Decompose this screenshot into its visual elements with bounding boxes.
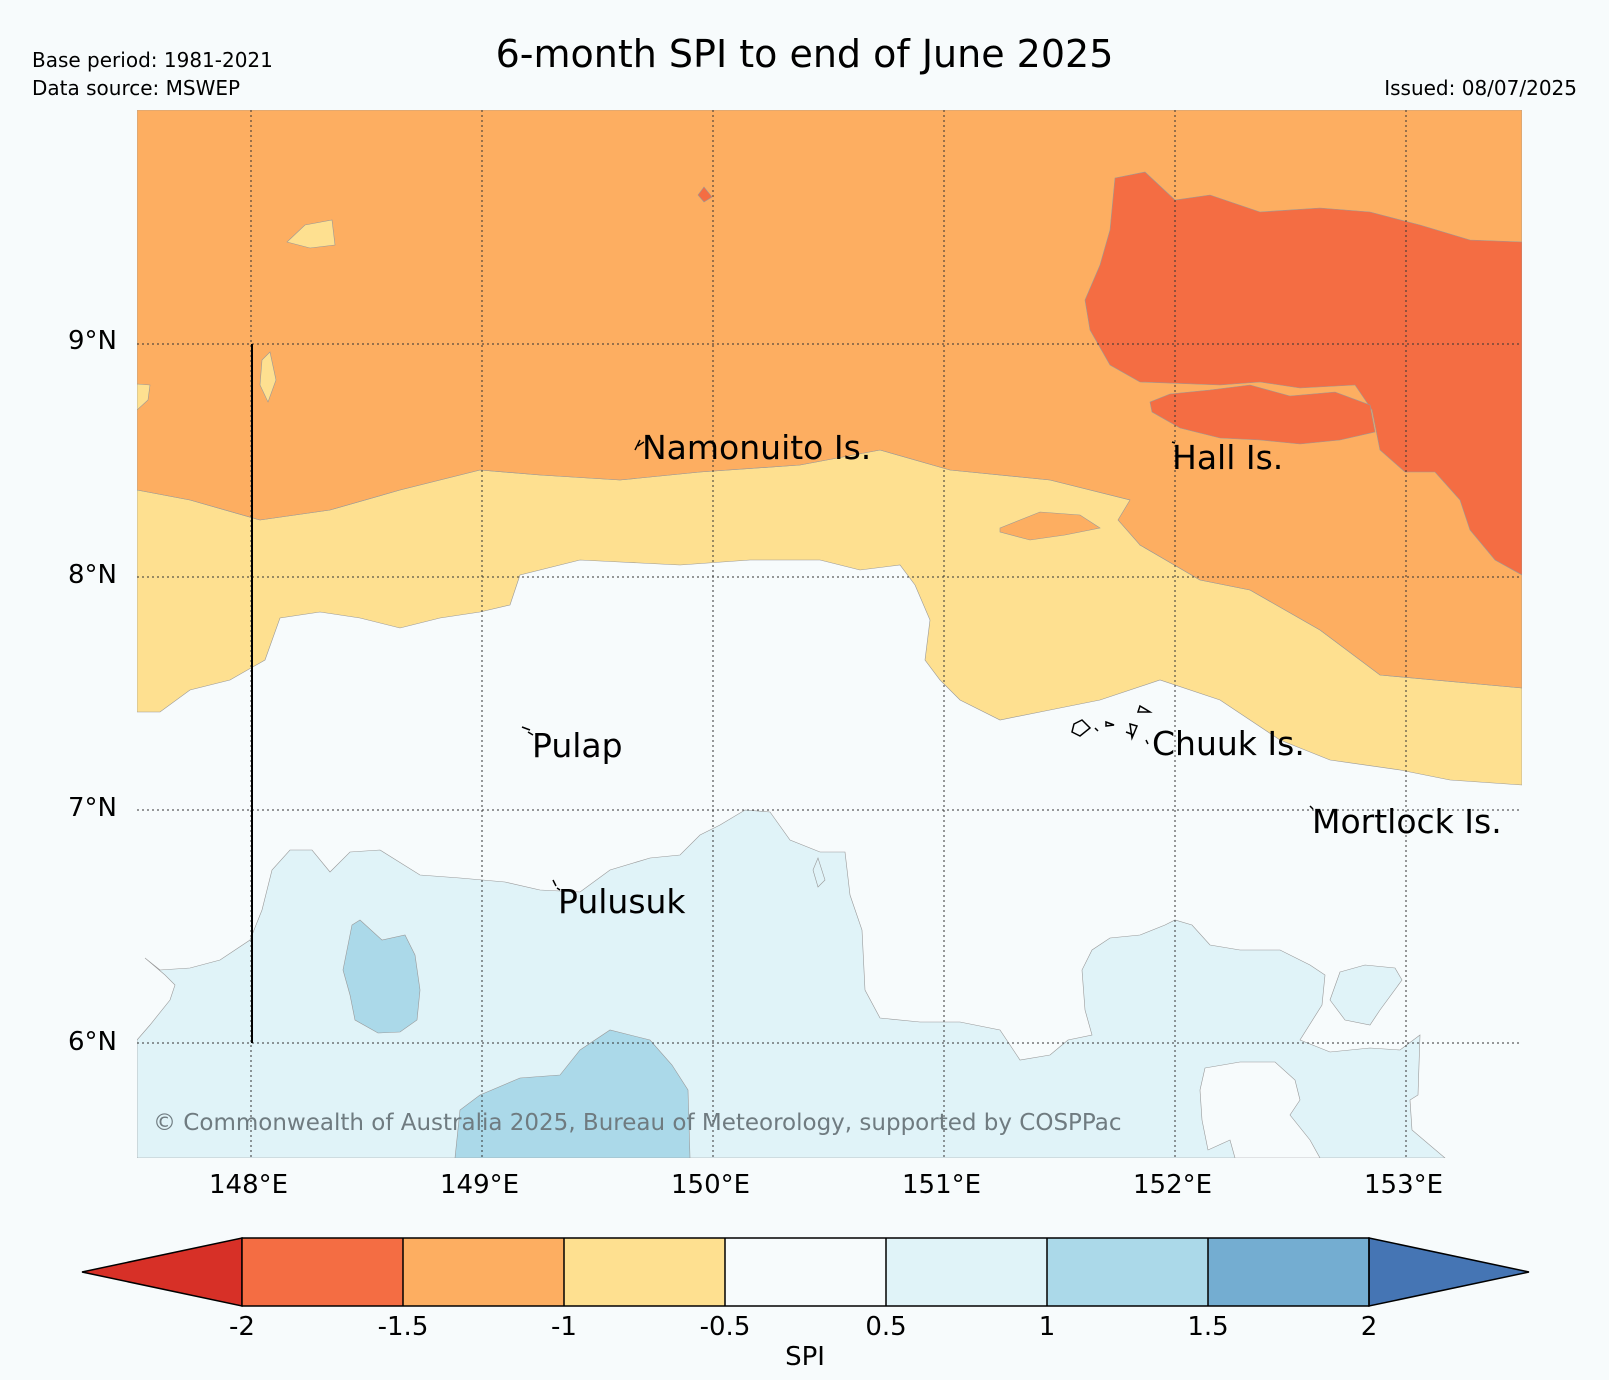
gridlines (137, 110, 1522, 1158)
lat-tick-label: 7°N (68, 793, 117, 823)
spi-zone-dry-extreme-blob (1149, 384, 1376, 445)
colorbar-extend-low (81, 1237, 243, 1307)
colorbar-tick-label: -1.5 (377, 1312, 429, 1342)
spi-zone-dry-extreme (1084, 171, 1522, 576)
colorbar-segment (725, 1238, 886, 1306)
colorbar-tick-label: 0.5 (865, 1312, 907, 1342)
island-label-namonuito: Namonuito Is. (642, 428, 872, 467)
colorbar-tick-label: 1.5 (1187, 1312, 1229, 1342)
spi-zone-wet-severe (342, 919, 421, 1034)
colorbar-outline (241, 1237, 1370, 1307)
lon-tick-label: 152°E (1133, 1170, 1213, 1200)
lon-tick-label: 149°E (440, 1170, 520, 1200)
spi-zone-wet-moderate (137, 809, 1446, 1158)
lat-tick-label: 9°N (68, 326, 117, 356)
hall-island-shape (1171, 441, 1176, 444)
data-source-text: Data source: MSWEP (32, 76, 241, 100)
map-area (137, 110, 1522, 1158)
issued-date-text: Issued: 08/07/2025 (1384, 76, 1577, 100)
pulusuk-island-shape (552, 879, 561, 891)
page-title: 6-month SPI to end of June 2025 (495, 32, 1114, 76)
lon-tick-label: 148°E (209, 1170, 289, 1200)
island-label-chuuk: Chuuk Is. (1152, 724, 1305, 763)
colorbar-extend-high (1368, 1237, 1530, 1307)
pulap-island-shape (521, 726, 534, 736)
island-label-pulap: Pulap (532, 726, 623, 765)
spi-zone-dry-extreme-dot (697, 186, 713, 203)
island-outlines (521, 439, 1314, 891)
spi-zone-wet-moderate-patch (1329, 964, 1403, 1026)
chuuk-island-shape (1071, 704, 1153, 745)
island-label-pulusuk: Pulusuk (558, 882, 686, 921)
spi-zone-wet-moderate-patch (812, 857, 826, 888)
spi-zone-dry-moderate-patch (137, 383, 151, 411)
island-label-hall: Hall Is. (1172, 438, 1284, 477)
colorbar-segment (403, 1238, 564, 1306)
colorbar-segment (564, 1238, 725, 1306)
copyright-text: © Commonwealth of Australia 2025, Bureau… (153, 1110, 1122, 1136)
lon-tick-label: 150°E (671, 1170, 751, 1200)
colorbar-tick-label: 1 (1038, 1312, 1056, 1342)
colorbar-segment (1047, 1238, 1208, 1306)
colorbar-segment (1208, 1238, 1369, 1306)
island-label-mortlock: Mortlock Is. (1312, 802, 1502, 841)
colorbar-tick-label: -2 (229, 1312, 255, 1342)
spi-zone-wet-severe (454, 1029, 691, 1158)
colorbar-segment (242, 1238, 403, 1306)
colorbar-label: SPI (785, 1342, 825, 1372)
colorbar-segment (886, 1238, 1047, 1306)
lon-tick-label: 153°E (1364, 1170, 1444, 1200)
colorbar-tick-label: -0.5 (699, 1312, 751, 1342)
colorbar-tick-label: 2 (1360, 1312, 1378, 1342)
spi-zone-near-normal-hole (1199, 1061, 1321, 1158)
lon-tick-label: 151°E (902, 1170, 982, 1200)
base-period-text: Base period: 1981-2021 (32, 48, 273, 72)
spi-zone-dry-moderate-patch (259, 351, 277, 403)
lat-tick-label: 6°N (68, 1027, 117, 1057)
spi-zone-dry-moderate-patch (286, 219, 336, 249)
mortlock-island-shape (1309, 805, 1314, 810)
spi-zone-dry-severe-blob (999, 511, 1101, 541)
namonuito-island-shape (634, 439, 645, 451)
lat-tick-label: 8°N (68, 560, 117, 590)
colorbar-tick-label: -1 (551, 1312, 577, 1342)
